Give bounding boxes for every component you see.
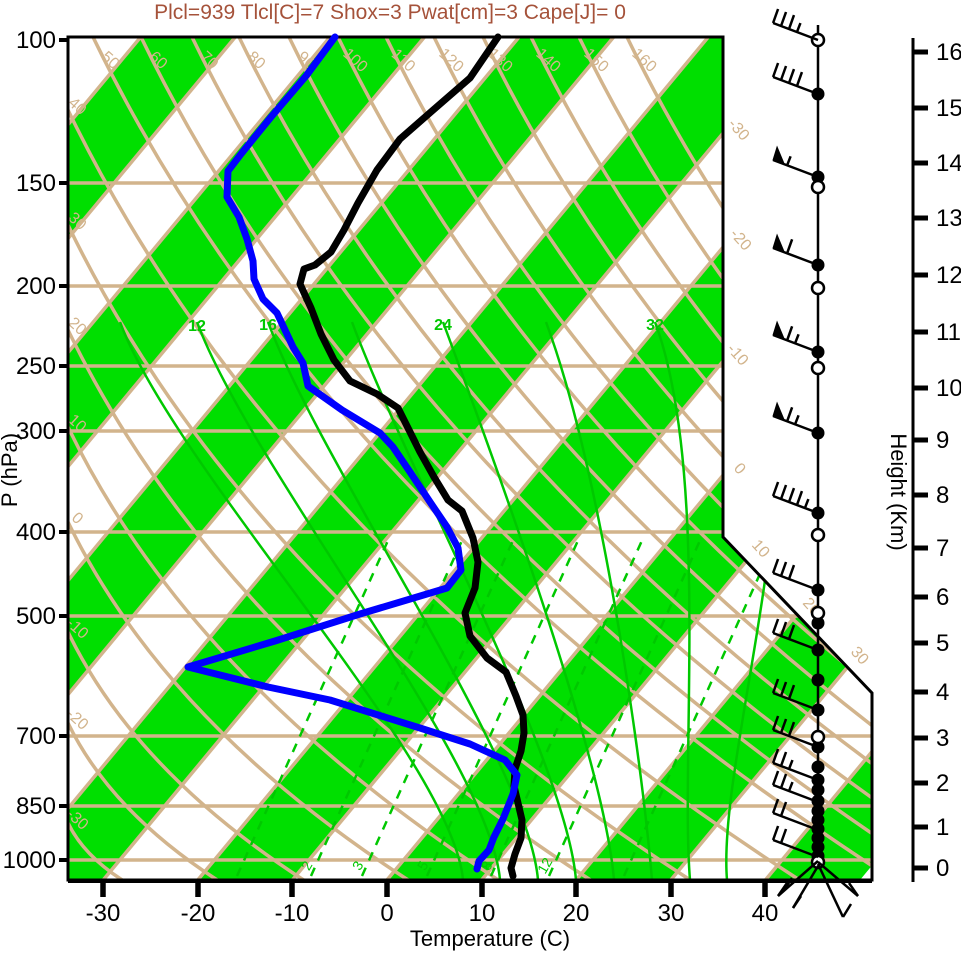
- svg-text:-20: -20: [726, 226, 754, 255]
- svg-text:0: 0: [730, 460, 749, 478]
- moist-adiabat-labels: 12 16 24 32: [188, 317, 664, 335]
- svg-text:0: 0: [380, 900, 393, 927]
- surface-wind-barb: [776, 882, 789, 897]
- height-axis-title: Height (Km): [886, 433, 911, 550]
- wind-barb: [771, 618, 819, 652]
- surface-wind-barb: [841, 903, 853, 918]
- wind-barb: [771, 715, 819, 749]
- svg-text:14: 14: [936, 150, 961, 177]
- svg-text:200: 200: [16, 273, 56, 300]
- wind-barb: [771, 798, 819, 832]
- wind-barb: [772, 145, 819, 179]
- svg-text:32: 32: [646, 317, 664, 334]
- wind-barb: [771, 62, 819, 96]
- moist-adiabats: [118, 321, 779, 880]
- svg-text:9: 9: [936, 427, 949, 454]
- svg-text:16: 16: [259, 317, 277, 334]
- wind-barb: [772, 401, 819, 435]
- svg-text:4: 4: [936, 679, 949, 706]
- svg-text:30: 30: [847, 644, 872, 669]
- svg-text:500: 500: [16, 603, 56, 630]
- svg-text:40: 40: [752, 900, 779, 927]
- wind-barb: [772, 233, 819, 267]
- temperature-ticks: [100, 882, 768, 897]
- wind-level-dot: [811, 783, 825, 797]
- svg-text:400: 400: [16, 519, 56, 546]
- wind-barb: [771, 748, 819, 782]
- pressure-axis-title: P (hPa): [0, 433, 22, 507]
- svg-text:300: 300: [16, 418, 56, 445]
- svg-text:24: 24: [434, 317, 452, 334]
- wind-level-dot: [811, 813, 825, 827]
- svg-text:13: 13: [936, 205, 961, 232]
- chart-title: Plcl=939 Tlcl[C]=7 Shox=3 Pwat[cm]=3 Cap…: [154, 1, 626, 24]
- svg-text:20: 20: [563, 900, 590, 927]
- svg-text:850: 850: [16, 793, 56, 820]
- height-ticks: [913, 49, 928, 871]
- wind-level-dot: [811, 804, 825, 818]
- svg-text:-30: -30: [724, 116, 752, 145]
- svg-text:1: 1: [936, 814, 949, 841]
- surface-wind-barb: [816, 863, 845, 918]
- svg-text:8: 8: [936, 482, 949, 509]
- wind-barb: [772, 320, 819, 354]
- wind-level-dot: [811, 760, 825, 774]
- svg-text:2: 2: [936, 770, 949, 797]
- svg-text:0: 0: [936, 855, 949, 882]
- svg-text:5: 5: [936, 630, 949, 657]
- temperature-tick-labels: -30 -20 -10 0 10 20 30 40: [86, 900, 779, 927]
- wind-level-dot: [811, 831, 825, 845]
- wind-barb: [771, 558, 819, 592]
- svg-text:-10: -10: [723, 341, 751, 370]
- wind-level-dot: [811, 840, 825, 854]
- wind-level-circle: [810, 280, 826, 296]
- wind-barb: [771, 8, 819, 42]
- svg-text:6: 6: [936, 584, 949, 611]
- svg-text:7: 7: [936, 535, 949, 562]
- pressure-ticks: [59, 38, 68, 862]
- wind-level-dot: [811, 616, 825, 630]
- wind-barb: [771, 678, 819, 712]
- svg-text:16: 16: [936, 39, 961, 66]
- svg-text:30: 30: [658, 900, 685, 927]
- temperature-axis-title: Temperature (C): [410, 926, 570, 951]
- wind-level-circle: [810, 729, 826, 745]
- svg-text:12: 12: [936, 262, 961, 289]
- wind-barb: [771, 770, 819, 804]
- dry-adiabats: [68, 37, 872, 880]
- svg-text:15: 15: [936, 95, 961, 122]
- svg-text:150: 150: [16, 170, 56, 197]
- svg-text:3: 3: [936, 725, 949, 752]
- wind-level-circle: [810, 179, 826, 195]
- svg-text:10: 10: [936, 375, 961, 402]
- dewpoint-curve: [184, 33, 521, 873]
- wind-barb: [771, 825, 819, 859]
- svg-text:-10: -10: [275, 900, 310, 927]
- svg-text:10: 10: [469, 900, 496, 927]
- svg-text:250: 250: [16, 353, 56, 380]
- svg-text:11: 11: [936, 319, 961, 346]
- svg-text:700: 700: [16, 723, 56, 750]
- wind-level-circle: [810, 360, 826, 376]
- wind-level-circle: [810, 527, 826, 543]
- svg-text:10: 10: [748, 537, 773, 562]
- svg-text:1000: 1000: [3, 847, 56, 874]
- pressure-tick-labels: 100 150 200 250 300 400 500 700 850 1000: [3, 27, 56, 874]
- wind-barb-column: [771, 8, 860, 918]
- mixing-ratio-lines: [235, 539, 777, 877]
- svg-text:12: 12: [534, 855, 556, 877]
- wind-barb: [771, 481, 819, 515]
- wind-level-dot: [811, 673, 825, 687]
- surface-wind-barb: [791, 895, 803, 909]
- wind-level-circle: [810, 605, 826, 621]
- svg-text:100: 100: [16, 27, 56, 54]
- svg-text:12: 12: [188, 318, 206, 335]
- svg-text:-20: -20: [181, 900, 216, 927]
- surface-wind-barb: [847, 882, 860, 897]
- svg-text:-30: -30: [86, 900, 121, 927]
